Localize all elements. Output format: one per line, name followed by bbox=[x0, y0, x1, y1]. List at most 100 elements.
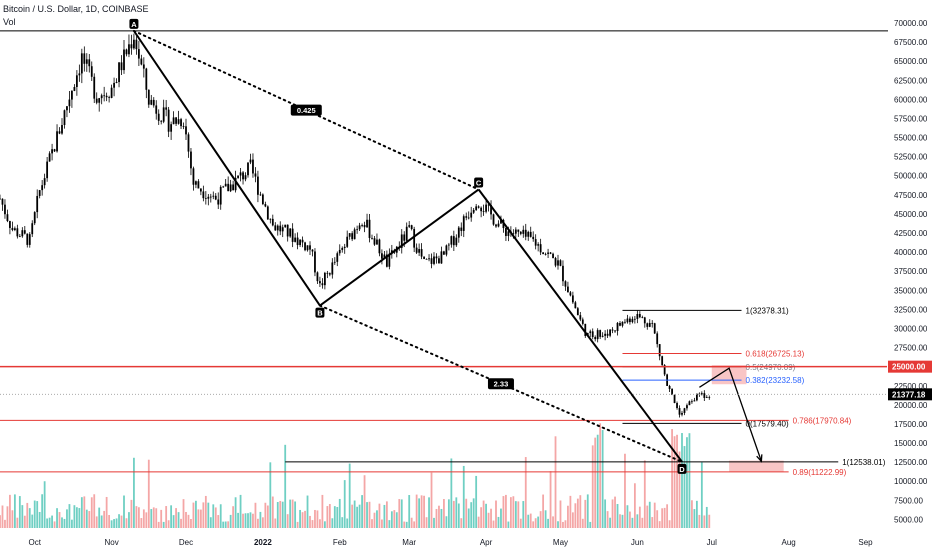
candle bbox=[557, 254, 559, 270]
pattern-point-label: D bbox=[679, 465, 685, 474]
volume-bar bbox=[170, 505, 173, 528]
candle bbox=[237, 175, 239, 179]
candle bbox=[646, 322, 649, 330]
candle bbox=[224, 179, 227, 187]
volume-bar bbox=[73, 505, 76, 528]
volume-bar bbox=[145, 512, 148, 528]
volume-bar bbox=[249, 512, 252, 528]
candle bbox=[294, 233, 297, 243]
candle bbox=[147, 89, 150, 108]
volume-bar bbox=[683, 446, 686, 528]
time-axis: OctNovDec2022FebMarAprMayJunJulAugSepOct bbox=[0, 534, 888, 550]
volume-bar bbox=[98, 507, 101, 528]
volume-bar bbox=[135, 506, 138, 528]
volume-bar bbox=[18, 496, 21, 528]
volume-bar bbox=[390, 511, 393, 528]
candle bbox=[514, 227, 517, 238]
candle bbox=[678, 405, 681, 418]
volume-bar bbox=[172, 515, 175, 528]
candle bbox=[581, 317, 584, 326]
candle bbox=[641, 315, 644, 319]
pattern-point-label: A bbox=[131, 20, 137, 29]
candle bbox=[413, 226, 416, 253]
candle bbox=[559, 259, 562, 267]
candle bbox=[700, 391, 703, 396]
pattern-point-label: B bbox=[317, 309, 323, 318]
candle bbox=[435, 253, 438, 264]
time-tick-label: Mar bbox=[402, 538, 416, 547]
volume-bar bbox=[93, 494, 96, 528]
candle bbox=[279, 221, 282, 236]
volume-bar bbox=[175, 508, 177, 528]
candle bbox=[358, 222, 361, 231]
candle bbox=[53, 148, 56, 153]
volume-bar bbox=[274, 518, 277, 528]
candle bbox=[492, 213, 495, 226]
volume-bar bbox=[708, 514, 711, 528]
candle bbox=[199, 188, 202, 196]
time-tick-label: Oct bbox=[28, 538, 41, 547]
price-tick-label: 10000.00 bbox=[894, 477, 928, 486]
volume-bar bbox=[673, 436, 676, 528]
volume-bar bbox=[571, 512, 574, 528]
volume-bar bbox=[691, 500, 693, 528]
price-tick-label: 7500.00 bbox=[894, 496, 923, 505]
volume-bar bbox=[177, 512, 180, 528]
candle bbox=[326, 270, 329, 279]
candle bbox=[113, 77, 115, 97]
volume-bar bbox=[636, 514, 639, 528]
volume-bar bbox=[502, 496, 505, 528]
candle bbox=[542, 252, 545, 255]
price-tick-label: 30000.00 bbox=[894, 324, 928, 333]
volume-bar bbox=[343, 480, 346, 528]
volume-bar bbox=[599, 423, 602, 528]
candle bbox=[661, 355, 664, 366]
candle bbox=[636, 310, 639, 324]
volume-bar bbox=[569, 495, 572, 528]
candle bbox=[306, 245, 309, 252]
volume-bar bbox=[309, 515, 311, 528]
volume-bar bbox=[668, 520, 671, 528]
candle bbox=[9, 220, 11, 235]
volume-bar bbox=[438, 505, 440, 528]
volume-bar bbox=[693, 509, 696, 528]
volume-bar bbox=[517, 501, 520, 528]
volume-bar bbox=[120, 515, 123, 528]
candle bbox=[658, 344, 661, 361]
candle bbox=[611, 327, 614, 334]
price-tick-label: 40000.00 bbox=[894, 248, 928, 257]
volume-bar bbox=[43, 481, 46, 528]
volume-bar bbox=[537, 516, 540, 528]
volume-bar bbox=[299, 509, 301, 528]
volume-bar bbox=[9, 494, 11, 528]
candle bbox=[142, 57, 145, 78]
volume-bar bbox=[633, 483, 636, 528]
candle bbox=[395, 245, 398, 258]
volume-bar bbox=[381, 519, 383, 528]
candle bbox=[36, 189, 39, 219]
candle bbox=[683, 407, 686, 416]
candle bbox=[534, 234, 537, 250]
candle bbox=[271, 214, 274, 227]
volume-bar bbox=[48, 517, 51, 528]
candle bbox=[420, 243, 423, 260]
candle bbox=[61, 118, 63, 135]
candle bbox=[482, 204, 485, 216]
volume-bar bbox=[242, 513, 244, 528]
volume-bar bbox=[688, 433, 691, 528]
candle bbox=[257, 170, 259, 203]
candle bbox=[428, 254, 430, 262]
volume-bar bbox=[316, 510, 319, 528]
volume-bar bbox=[519, 518, 522, 528]
volume-bar bbox=[420, 495, 423, 528]
volume-bar bbox=[100, 515, 103, 528]
candle bbox=[301, 236, 304, 248]
volume-bar bbox=[467, 508, 470, 528]
volume-bar bbox=[584, 499, 587, 528]
candle bbox=[423, 256, 425, 260]
volume-bar bbox=[631, 517, 634, 528]
candle bbox=[286, 224, 289, 242]
candle bbox=[63, 109, 66, 129]
candle bbox=[589, 329, 592, 338]
